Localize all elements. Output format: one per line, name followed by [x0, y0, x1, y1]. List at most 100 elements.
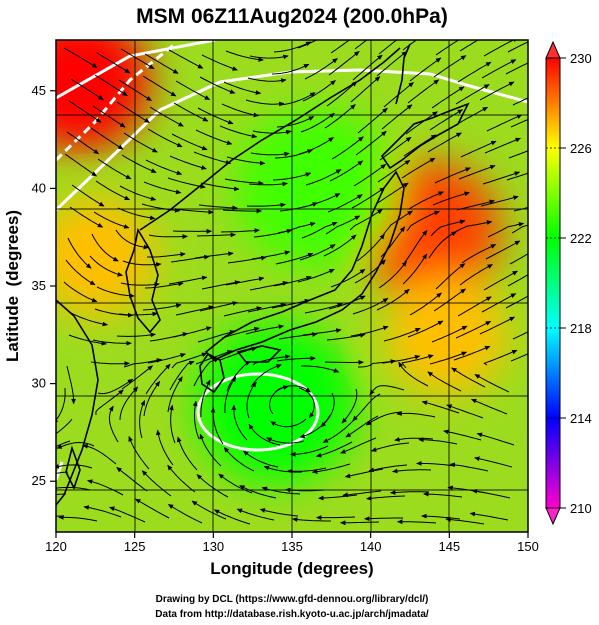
- wind-streamline: [118, 79, 152, 102]
- wind-streamline: [476, 432, 515, 446]
- wind-streamline: [325, 215, 361, 235]
- wind-streamline: [135, 498, 170, 519]
- wind-streamline: [245, 99, 285, 107]
- wind-streamline: [271, 298, 311, 309]
- wind-streamline: [432, 191, 470, 206]
- isotherm-north-dashed: [56, 42, 176, 162]
- wind-streamline: [480, 195, 519, 207]
- wind-streamline: [316, 515, 356, 521]
- wind-streamline: [145, 363, 171, 395]
- x-axis-label: Longitude (degrees): [210, 559, 373, 578]
- wind-streamline: [200, 182, 240, 192]
- wind-streamline: [169, 155, 207, 170]
- wind-streamline: [109, 506, 146, 523]
- wind-streamline: [116, 332, 156, 338]
- wind-streamline: [175, 80, 211, 101]
- wind-streamline: [147, 252, 186, 258]
- wind-streamline: [331, 136, 364, 160]
- wind-streamline: [446, 404, 484, 419]
- wind-streamline: [354, 259, 386, 284]
- x-tick-label: 120: [45, 539, 67, 554]
- wind-streamline: [250, 151, 290, 157]
- wind-streamline: [155, 429, 174, 466]
- wind-streamline: [175, 305, 215, 316]
- wind-streamline: [224, 376, 237, 414]
- wind-streamline: [66, 365, 76, 405]
- wind-streamline: [341, 388, 358, 424]
- wind-streamline: [427, 371, 462, 392]
- wind-streamline: [273, 41, 312, 53]
- wind-streamline: [457, 296, 492, 317]
- wind-streamline: [90, 127, 124, 150]
- wind-streamline: [249, 281, 289, 291]
- x-tick-label: 125: [124, 539, 146, 554]
- wind-streamline: [200, 379, 211, 418]
- wind-streamline: [512, 331, 528, 340]
- wind-streamline: [368, 464, 408, 473]
- wind-streamline: [70, 78, 104, 101]
- wind-streamline: [483, 270, 518, 291]
- wind-streamline: [510, 353, 528, 362]
- wind-streamline: [120, 48, 155, 70]
- wind-streamline: [457, 61, 492, 83]
- wind-streamline: [143, 181, 182, 195]
- wind-streamline: [403, 134, 437, 157]
- wind-streamline: [191, 500, 227, 520]
- wind-streamline: [56, 387, 66, 424]
- wind-streamline: [344, 468, 384, 479]
- wind-streamline: [108, 405, 119, 443]
- wind-streamline: [354, 40, 368, 50]
- wind-streamline: [148, 234, 188, 239]
- wind-streamline: [329, 160, 364, 182]
- wind-streamline: [213, 509, 251, 525]
- wind-streamline: [94, 74, 128, 97]
- wind-streamline: [455, 320, 492, 339]
- wind-streamline: [481, 59, 517, 79]
- y-tick-label: 35: [32, 278, 46, 293]
- wind-streamline: [429, 109, 464, 131]
- wind-streamline: [149, 106, 184, 127]
- wind-streamline: [376, 51, 408, 77]
- wind-streamline: [460, 140, 497, 158]
- wind-streamline: [223, 81, 262, 95]
- wind-streamline: [479, 316, 516, 335]
- wind-streamline: [285, 487, 325, 493]
- wind-streamline: [409, 292, 442, 316]
- wind-streamline: [404, 230, 428, 263]
- wind-streamline: [352, 54, 383, 81]
- temperature-field: [56, 40, 507, 484]
- wind-streamline: [91, 233, 119, 262]
- wind-streamline: [63, 281, 98, 303]
- wind-streamline: [505, 62, 528, 75]
- wind-streamline: [247, 77, 287, 83]
- wind-streamline: [456, 199, 495, 211]
- wind-streamline: [193, 151, 232, 165]
- wind-streamline: [431, 325, 468, 343]
- wind-streamline: [96, 52, 131, 74]
- wind-streamline: [376, 288, 410, 311]
- wind-streamline: [222, 208, 262, 214]
- credit-line-1: Drawing by DCL (https://www.gfd-dennou.o…: [156, 594, 429, 605]
- colorbar-top-arrow: [545, 40, 561, 59]
- wind-streamline: [69, 206, 104, 228]
- wind-streamline: [87, 479, 124, 496]
- wind-streamline: [365, 411, 403, 426]
- field-cool-area-4: [196, 323, 357, 484]
- x-tick-label: 140: [360, 539, 382, 554]
- wind-streamline: [97, 378, 134, 395]
- wind-streamline: [324, 104, 356, 129]
- wind-streamline: [297, 268, 335, 283]
- wind-streamline: [398, 361, 429, 387]
- wind-streamline: [239, 485, 277, 499]
- wind-streamline: [323, 234, 357, 257]
- wind-streamline: [453, 345, 491, 361]
- wind-streamline: [302, 80, 336, 102]
- wind-streamline: [330, 268, 366, 288]
- wind-streamline: [278, 332, 318, 340]
- wind-streamline: [224, 178, 264, 186]
- wind-streamline: [171, 133, 208, 151]
- wind-streamline: [121, 154, 157, 173]
- wind-streamline: [474, 373, 510, 393]
- wind-streamline: [116, 101, 150, 124]
